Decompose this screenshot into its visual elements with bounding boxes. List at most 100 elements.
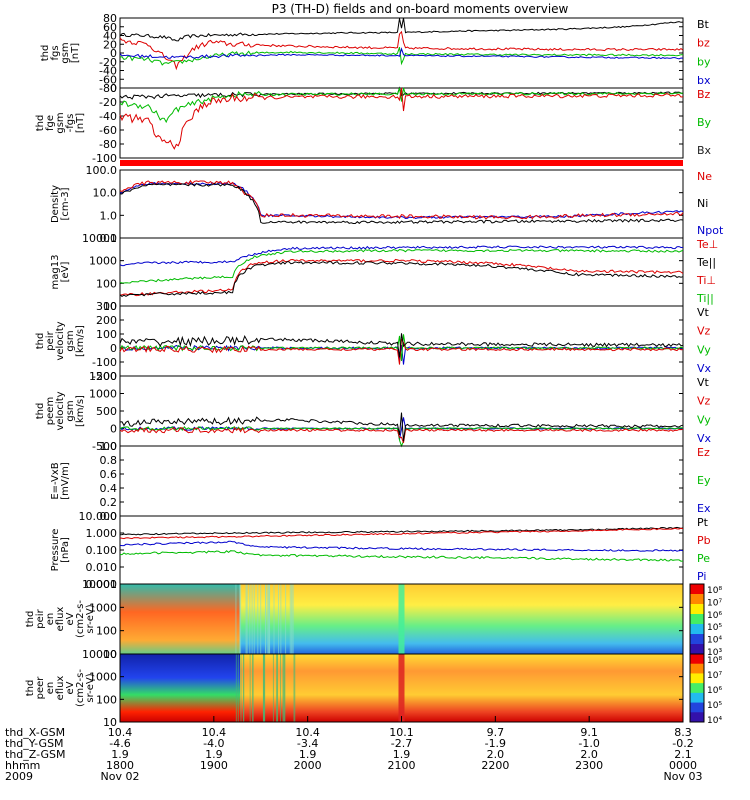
y-axis-label-line: thd [25,611,36,628]
colorbar-tick-label: 10⁸ [707,656,722,666]
y-axis-label-line: en [45,682,56,695]
y-tick-label: 100 [96,328,117,341]
series-line-bx [119,47,684,60]
x-tick-label: 1.9 [299,748,317,761]
y-axis-label-line: [nPa] [60,537,71,563]
series-line-by [119,47,684,66]
legend-label: Ne [697,170,712,183]
y-tick-label: 0.4 [100,482,118,495]
y-axis-label-line: Density [50,185,61,223]
y-axis-label-line: [cm-3] [60,187,71,220]
y-tick-label: 10000 [82,578,117,591]
colorbar-tick-label: 10⁸ [707,586,722,596]
x-tick-label: 2300 [575,759,603,772]
y-axis-label-line: [km/s] [75,325,86,357]
legend-label: Bz [697,88,711,101]
x-tick-label: 1.9 [393,748,411,761]
y-tick-label: 10 [103,716,117,729]
colorbar-segment [690,614,704,625]
colorbar-segment [690,702,704,713]
legend-label: Vz [697,325,711,338]
colorbar: 10⁸ 10⁷ 10⁶ 10⁵ 10⁴ [689,653,722,726]
y-axis-label-line: mag13 [50,255,61,290]
colorbar-tick-label: 10⁷ [707,671,722,681]
y-axis-label-line: [km/s] [75,395,86,427]
y-axis-label: mag13 [eV] [50,255,71,290]
y-axis-label: thd fge gsm -fgs [nT] [35,112,86,133]
colorbar-border [689,653,705,723]
y-tick-label: -20 [99,96,117,109]
y-axis-label: Pressure [nPa] [50,529,71,572]
y-axis-label-line: eflux [55,676,66,701]
legend-label: Te⊥ [696,238,718,251]
legend-label: Ni [697,197,708,210]
x-tick-label: 2.1 [674,748,692,761]
y-tick-label: 10 [103,648,117,661]
y-axis-label-line: velocity [55,321,66,360]
x-row-label: thd_Z-GSM [5,748,65,761]
colorbar-segment [690,712,704,723]
series-line-Bx [119,86,684,100]
y-axis-label-line: sr-eV) [85,604,96,633]
panel-peer_spec: 10⁸ 10⁷ 10⁶ 10⁵ 10⁴ 10000 1000 100 10 thd peer en ef… [25,648,722,729]
panel-frame [119,375,684,447]
colorbar-segment [690,654,704,665]
colorbar-tick-label: 10⁷ [707,598,722,608]
x-tick-label: 10.4 [295,726,320,739]
y-tick-label: 10.000 [79,510,118,523]
y-axis-label-line: thd [35,333,46,350]
x-tick-label: -4.0 [203,737,224,750]
legend-label: Pi [697,570,706,583]
series-line-Pe [119,550,684,562]
y-axis-label-line: fge [45,115,56,131]
y-tick-label: 0.001 [86,578,118,591]
x-tick-label: 10.4 [108,726,133,739]
series-line-By [119,87,684,124]
x-tick-label: 2000 [294,759,322,772]
colorbar-tick-label: 10⁵ [707,701,722,711]
series-line-Vt [119,412,684,442]
legend-label: Ti⊥ [696,274,716,287]
legend-label: Vy [697,343,711,356]
series-line-Vy [119,334,684,362]
series-line-Ti_par [119,248,684,284]
x-tick-label: -3.4 [297,737,318,750]
legend-label: Vx [697,362,712,375]
y-tick-label: 10.0 [93,187,118,200]
y-tick-label: 1000 [89,671,117,684]
colorbar-segment [690,663,704,674]
legend-label: Vt [697,306,710,319]
y-axis-label: thd peem velocity gsm [km/s] [35,391,86,430]
legend-label: Npot [697,224,724,237]
series-line-Pt [119,526,684,536]
legend-label: Ti|| [696,292,714,305]
legend-label: Pe [697,552,710,565]
spectrogram-early-region [120,584,240,654]
x-tick-label: 8.3 [674,726,692,739]
y-tick-label: -20 [99,56,117,69]
separator-bar [120,160,683,166]
panel-frame [119,237,684,307]
y-tick-label: 60 [103,21,117,34]
y-tick-label: -80 [99,138,117,151]
y-tick-label: -60 [99,124,117,137]
x-tick-label: -1.9 [485,737,506,750]
x-tick-label: 1900 [200,759,228,772]
y-axis-label-line: eflux [55,607,66,632]
x-row-label: thd_Y-GSM [5,737,64,750]
y-axis-label-line: peir [45,330,56,350]
y-tick-label: 0 [110,423,117,436]
y-tick-label: 40 [103,30,117,43]
y-tick-label: 0 [110,47,117,60]
x-tick-label: -1.0 [578,737,599,750]
y-tick-label: 10000 [82,648,117,661]
series-line-Ti_perp [119,245,684,267]
spectrogram-early-region [120,654,240,722]
y-tick-label: 0.100 [86,544,118,557]
series-line-Te_par [119,260,684,298]
